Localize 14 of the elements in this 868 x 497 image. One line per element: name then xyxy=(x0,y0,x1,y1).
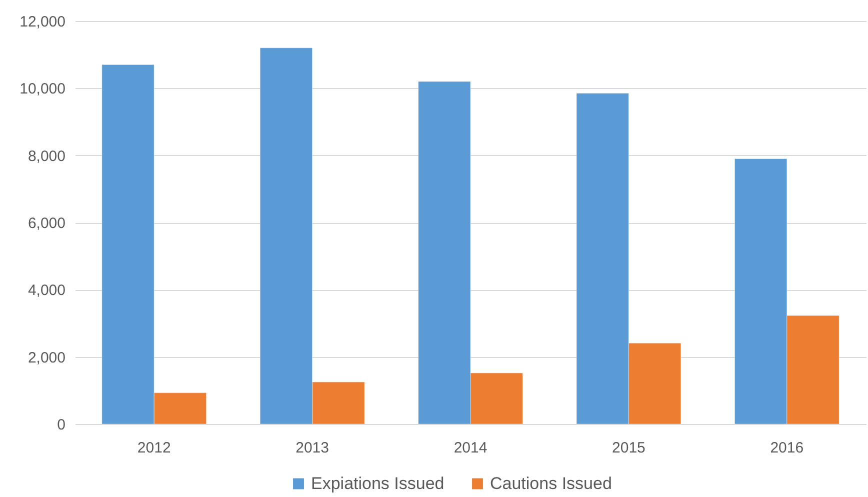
y-tick-label: 12,000 xyxy=(20,14,66,30)
x-tick-label: 2012 xyxy=(137,440,171,456)
legend-label: Cautions Issued xyxy=(490,474,612,493)
legend-label: Expiations Issued xyxy=(311,474,444,493)
y-tick-label: 4,000 xyxy=(28,282,66,300)
x-tick-label: 2014 xyxy=(454,440,488,456)
y-tick-label: 8,000 xyxy=(28,148,66,165)
x-tick-label: 2013 xyxy=(296,440,329,456)
x-tick-label: 2015 xyxy=(612,440,646,456)
y-tick-label: 6,000 xyxy=(28,215,66,232)
y-tick-label: 10,000 xyxy=(20,80,66,98)
y-tick-label: 2,000 xyxy=(28,349,66,366)
y-tick-label: 0 xyxy=(57,416,66,434)
x-tick-label: 2016 xyxy=(770,440,804,456)
